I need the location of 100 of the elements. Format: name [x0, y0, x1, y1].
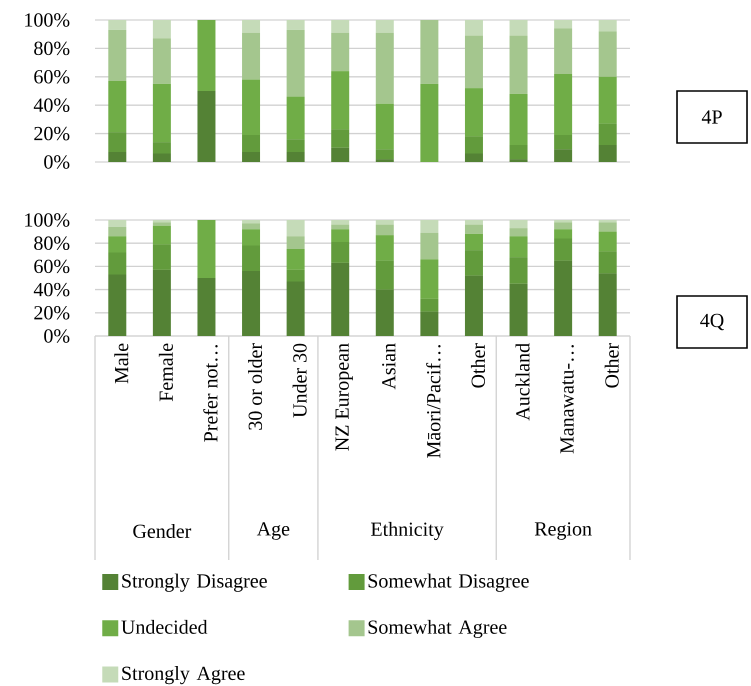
bar: [464, 136, 483, 154]
bar: [598, 144, 617, 162]
x-tick-label: Asian: [382, 343, 396, 390]
text: Gender: [133, 524, 192, 538]
bar: [152, 142, 171, 154]
bar: [152, 84, 171, 142]
bar: [108, 81, 126, 132]
bar: [554, 20, 572, 29]
bar: [464, 250, 483, 276]
bar: [152, 38, 171, 84]
bar: [510, 144, 528, 160]
bar: [510, 220, 528, 228]
bar: [598, 251, 617, 274]
text: Age: [256, 522, 290, 540]
legend-label: Undecided: [121, 620, 208, 634]
x-tick-label: Other: [470, 343, 485, 388]
bar: [420, 298, 438, 312]
bar: [598, 124, 617, 145]
bar: [108, 226, 126, 236]
bar: [286, 270, 305, 282]
bar: [420, 220, 438, 233]
legend-label: Strongly Disagree: [122, 574, 267, 592]
bar: [376, 290, 394, 336]
x-tick-label: Under 30: [292, 344, 307, 418]
bar: [510, 236, 528, 258]
x-tick-label: Prefer not…: [203, 345, 218, 442]
bar: [464, 153, 483, 162]
y-tick-label: 0%: [44, 329, 70, 343]
bar: [108, 132, 126, 152]
bar: [242, 80, 260, 136]
y-tick-label: 80%: [34, 236, 70, 250]
bar: [108, 220, 126, 227]
bar: [554, 74, 572, 136]
y-tick-label: 0%: [44, 155, 70, 169]
bar: [510, 228, 528, 236]
bar: [510, 159, 528, 162]
bar: [108, 30, 126, 82]
x-tick-label: NZ European: [336, 343, 353, 451]
bar: [464, 36, 483, 88]
bar: [510, 36, 528, 94]
bar: [376, 20, 394, 33]
y-tick-label: 100%: [25, 213, 70, 227]
y-tick-label: 40%: [34, 282, 70, 296]
bar: [152, 20, 171, 38]
bar: [376, 260, 394, 290]
y-tick-label: 60%: [34, 260, 70, 274]
bar: [510, 257, 528, 284]
bar: [242, 223, 260, 230]
y-tick-label: 20%: [34, 306, 70, 320]
bar: [554, 135, 572, 150]
bar: [331, 20, 350, 33]
bar: [376, 159, 394, 162]
bar: [376, 220, 394, 225]
x-tick-label: Auckland: [516, 343, 530, 420]
legend-label: Somewhat Agree: [368, 620, 507, 638]
bar: [108, 152, 126, 162]
bar: [464, 224, 483, 234]
bar: [464, 88, 483, 136]
bar: [286, 20, 305, 30]
bar: [197, 220, 216, 278]
x-tick-label: Other: [604, 343, 619, 388]
bar: [420, 84, 438, 162]
x-tick-label: Manawatu-…: [560, 345, 574, 454]
bar: [376, 32, 394, 104]
bar: [242, 220, 260, 224]
y-tick-label: 60%: [34, 70, 70, 84]
bar: [420, 232, 438, 260]
bar: [331, 32, 350, 72]
bar: [554, 260, 572, 336]
bar: [331, 148, 350, 162]
bar: [554, 28, 572, 74]
x-tick-label: Female: [158, 344, 173, 402]
bar: [242, 32, 260, 80]
bar: [242, 271, 260, 336]
bar: [554, 238, 572, 261]
bar: [286, 152, 305, 162]
bar: [420, 312, 438, 336]
bar: [152, 270, 171, 336]
bar: [331, 129, 350, 148]
bar: [242, 135, 260, 152]
bar: [598, 232, 617, 252]
bar: [108, 252, 126, 275]
bar: [464, 220, 483, 225]
y-tick-label: 100%: [25, 13, 70, 27]
bar: [331, 242, 350, 263]
y-tick-label: 20%: [34, 126, 70, 140]
x-tick-label: Māori/Pacif…: [426, 345, 441, 458]
bar: [197, 278, 216, 336]
bar: [152, 226, 171, 244]
bar: [197, 90, 216, 162]
bar: [420, 20, 438, 84]
bar: [376, 149, 394, 160]
x-tick-label: Male: [114, 344, 128, 384]
bar: [286, 236, 305, 249]
bar: [242, 229, 260, 246]
bar: [464, 276, 483, 336]
bar: [331, 229, 350, 242]
y-tick-label: 40%: [34, 98, 70, 112]
bar: [286, 248, 305, 270]
y-tick-label: 80%: [34, 42, 70, 56]
